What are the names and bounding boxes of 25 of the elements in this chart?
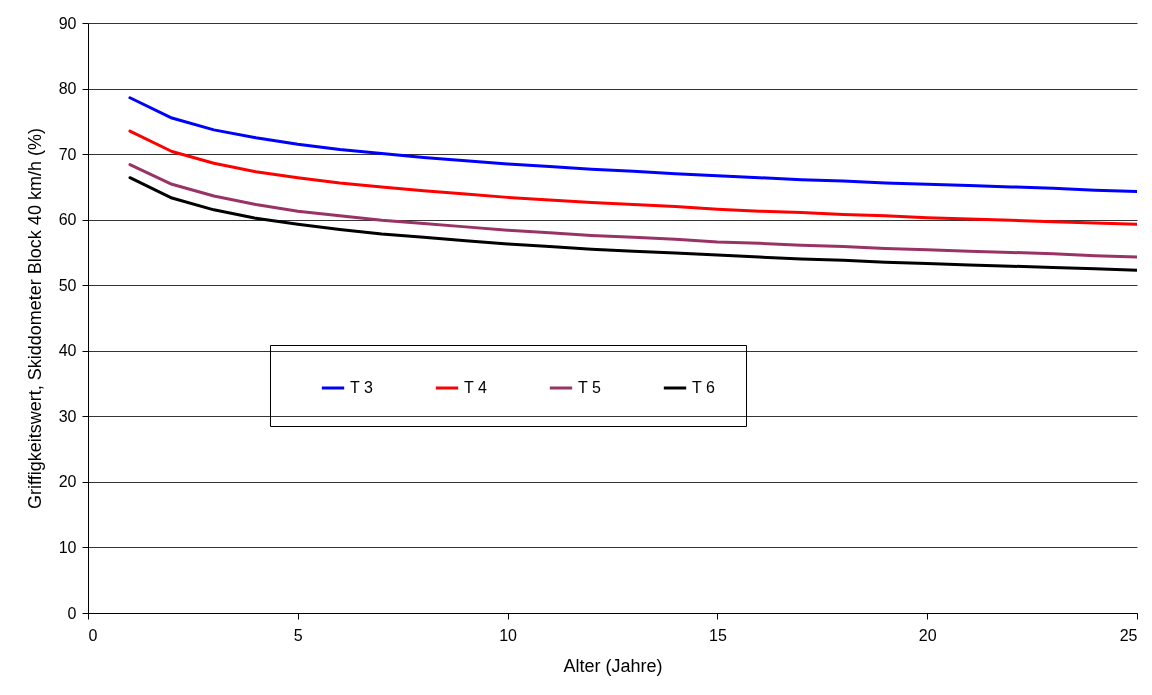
x-tick-label: 5 xyxy=(293,626,303,644)
y-tick-label: 0 xyxy=(67,604,77,622)
legend-label: T 4 xyxy=(464,379,487,396)
x-axis-title: Alter (Jahre) xyxy=(563,655,663,676)
x-tick-label: 25 xyxy=(1119,626,1138,644)
x-tick-label: 15 xyxy=(709,626,727,644)
y-tick-label: 80 xyxy=(58,80,77,98)
x-tick-label: 10 xyxy=(499,626,518,644)
y-tick-label: 50 xyxy=(58,276,77,294)
y-tick-label: 70 xyxy=(58,145,77,163)
legend-label: T 3 xyxy=(350,379,373,396)
y-tick-label: 90 xyxy=(58,14,77,32)
x-tick-label: 20 xyxy=(918,626,937,644)
y-tick-label: 10 xyxy=(58,538,77,556)
line-series xyxy=(128,96,1137,193)
y-tick-label: 30 xyxy=(58,407,77,425)
legend-label: T 5 xyxy=(578,379,601,396)
line-series xyxy=(128,129,1137,226)
line-series xyxy=(128,163,1137,259)
legend-label: T 6 xyxy=(692,379,715,396)
y-tick-label: 20 xyxy=(58,473,77,491)
y-tick-label: 40 xyxy=(58,342,77,360)
y-tick-label: 60 xyxy=(58,211,77,229)
x-tick-label: 0 xyxy=(88,626,98,644)
y-axis-title: Griffigkeitswert, Skiddometer Block 40 km/h (%) xyxy=(24,128,45,509)
